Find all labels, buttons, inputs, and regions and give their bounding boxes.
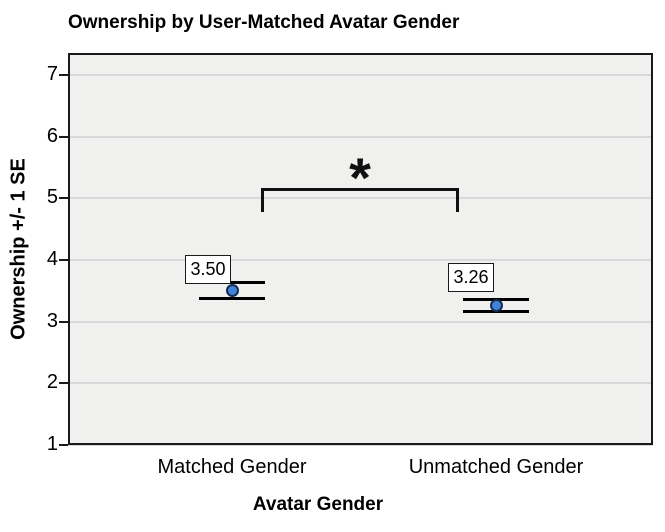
chart-title: Ownership by User-Matched Avatar Gender: [68, 12, 460, 33]
y-axis-tick: [59, 382, 68, 385]
error-bar-cap-upper: [199, 281, 265, 285]
y-axis-tick: [59, 197, 68, 200]
gridline: [68, 135, 653, 138]
gridline: [68, 74, 653, 76]
gridline: [68, 320, 653, 323]
x-axis-category-label: Unmatched Gender: [408, 456, 584, 478]
y-axis-tick-label: 4: [46, 248, 58, 270]
significance-bracket-left-end: [261, 188, 264, 212]
plot-background: [68, 53, 653, 445]
value-label-box: 3.26: [448, 262, 494, 292]
significance-bracket-right-end: [456, 188, 459, 212]
x-axis-category-label: Matched Gender: [157, 456, 307, 478]
y-axis-tick-label: 7: [46, 63, 58, 85]
data-point-marker: [489, 299, 503, 313]
gridline: [68, 259, 653, 261]
y-axis-tick-label: 3: [46, 309, 58, 332]
gridline: [68, 382, 653, 385]
y-axis-tick: [59, 135, 68, 138]
gridline: [68, 197, 653, 200]
gridline: [68, 444, 653, 446]
x-axis-title: Avatar Gender: [252, 494, 384, 515]
y-axis-tick-label: 5: [46, 186, 58, 209]
plot-frame: [68, 53, 653, 445]
y-axis-tick-label: 1: [46, 433, 58, 455]
significance-asterisk: *: [349, 146, 371, 209]
value-label-box: 3.50: [185, 254, 231, 284]
data-point-marker: [225, 284, 239, 298]
y-axis-tick: [59, 74, 68, 76]
y-axis-tick: [59, 444, 68, 446]
y-axis-tick-label: 2: [46, 371, 58, 394]
y-axis-tick: [59, 259, 68, 261]
error-bar-cap-lower: [199, 297, 265, 301]
significance-bracket-horizontal: [261, 188, 459, 191]
y-axis-tick: [59, 320, 68, 323]
y-axis-tick-label: 6: [46, 124, 58, 147]
